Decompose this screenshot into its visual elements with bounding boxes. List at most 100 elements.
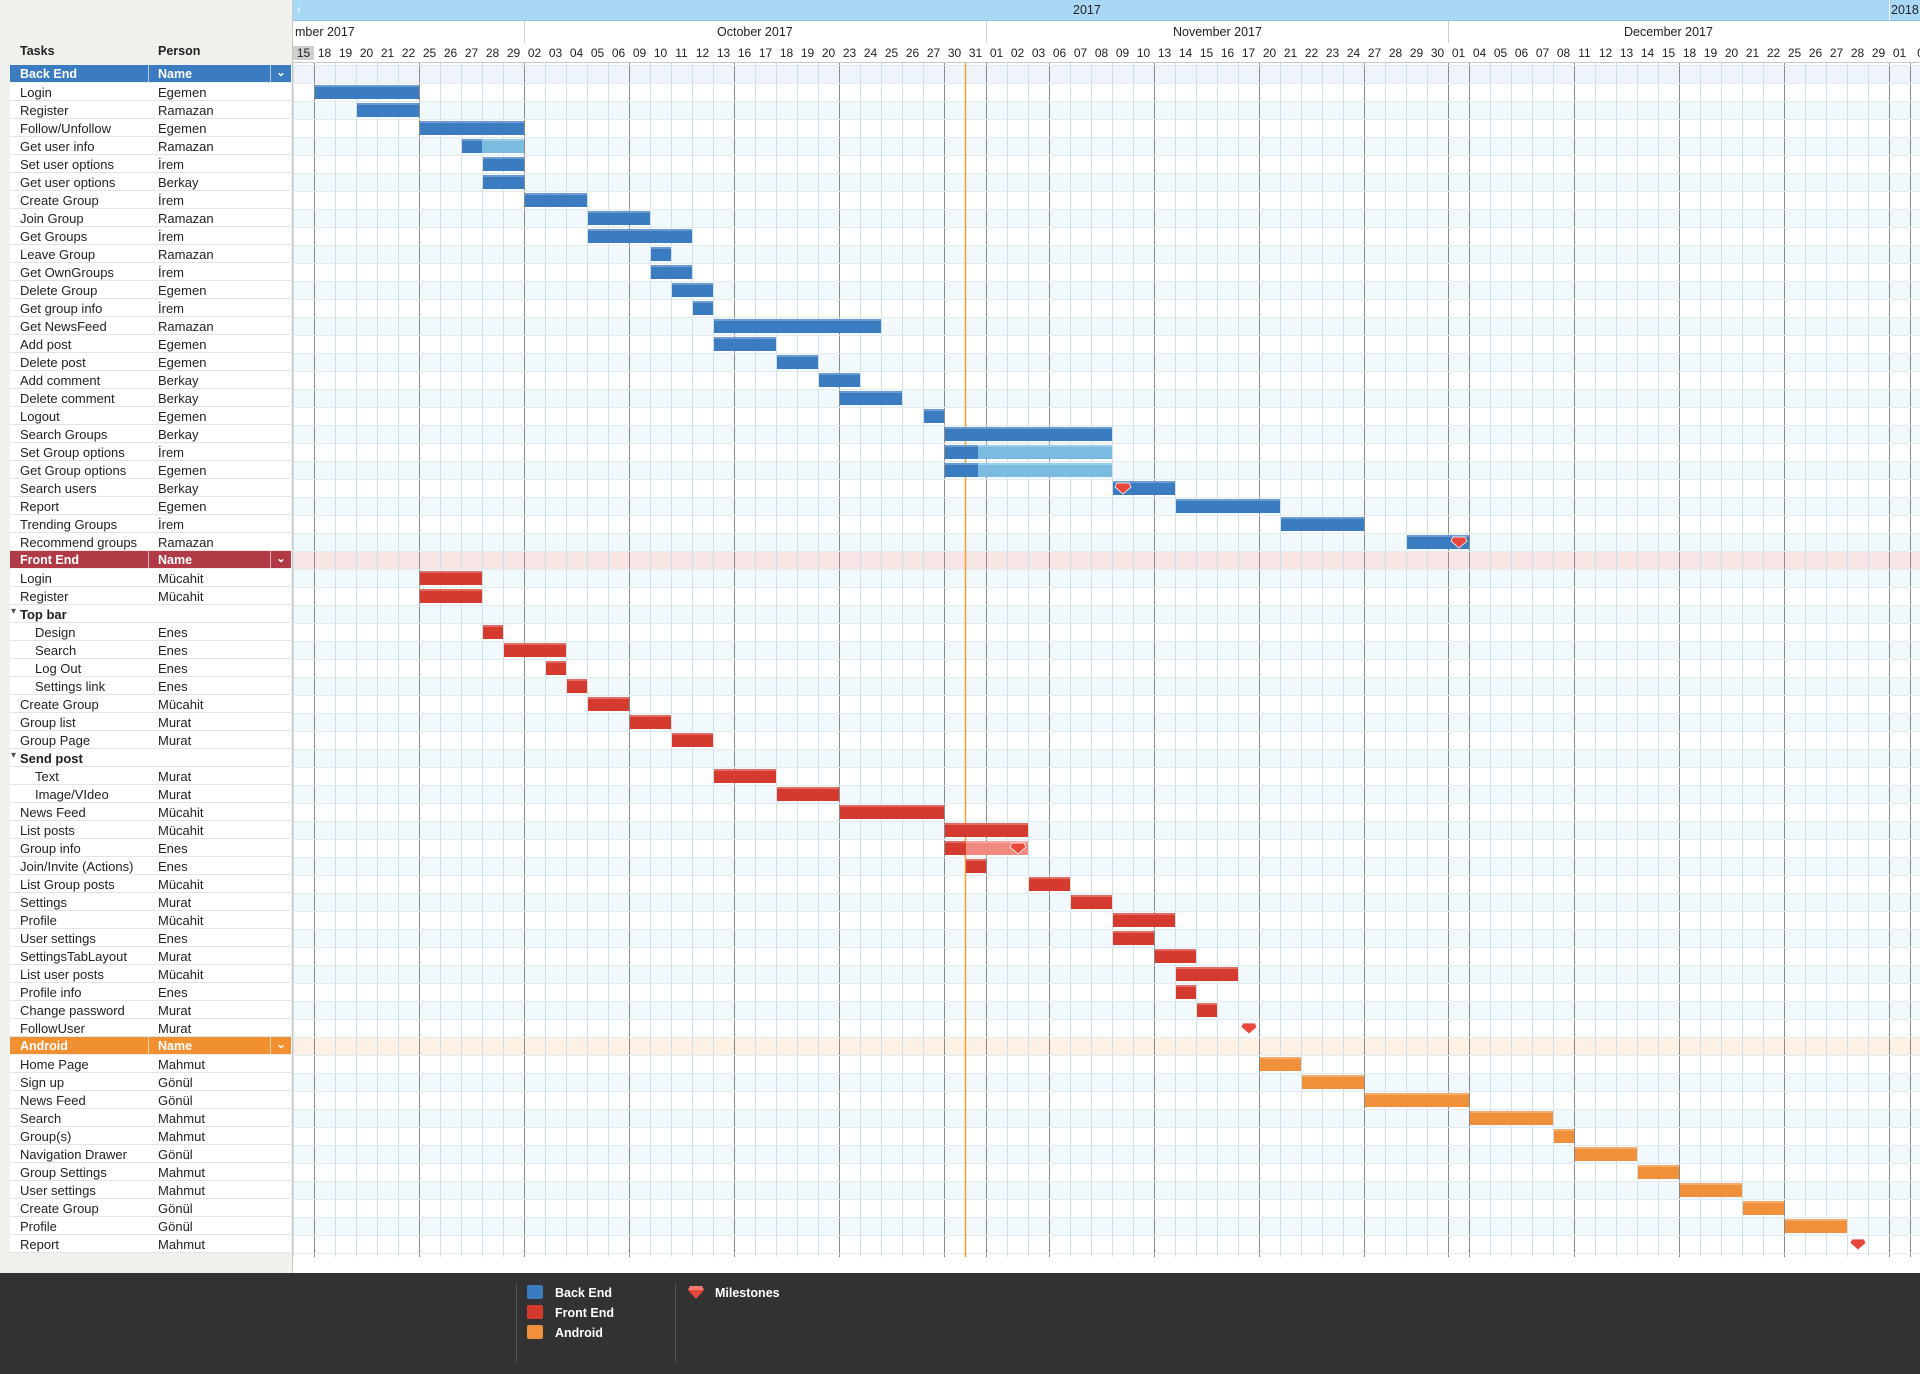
grid-row-band xyxy=(293,965,1920,983)
task-row[interactable]: Trending Groups İrem xyxy=(10,515,291,533)
task-row[interactable]: Get NewsFeed Ramazan xyxy=(10,317,291,335)
task-row[interactable]: Search Groups Berkay xyxy=(10,425,291,443)
task-row[interactable]: Set user options İrem xyxy=(10,155,291,173)
task-person: Egemen xyxy=(158,409,207,424)
chevron-down-icon[interactable]: ⌄ xyxy=(270,65,291,82)
task-row[interactable]: Add comment Berkay xyxy=(10,371,291,389)
task-row[interactable]: Image/VIdeo Murat xyxy=(10,785,291,803)
day-label: 02 xyxy=(527,46,542,60)
task-row[interactable]: Register Mücahit xyxy=(10,587,291,605)
task-row[interactable]: Delete comment Berkay xyxy=(10,389,291,407)
task-name: Group(s) xyxy=(20,1129,72,1144)
day-label: 30 xyxy=(947,46,962,60)
task-row[interactable]: Settings link Enes xyxy=(10,677,291,695)
scroll-left-arrow-icon[interactable]: ‹ xyxy=(297,2,301,16)
task-row[interactable]: Follow/Unfollow Egemen xyxy=(10,119,291,137)
task-section-row[interactable]: ▾ Send post xyxy=(10,749,291,767)
milestone-marker xyxy=(1114,482,1132,495)
grid-row-band xyxy=(293,929,1920,947)
task-person: Enes xyxy=(158,661,188,676)
task-row[interactable]: Add post Egemen xyxy=(10,335,291,353)
task-row[interactable]: Settings Murat xyxy=(10,893,291,911)
task-row[interactable]: Search Enes xyxy=(10,641,291,659)
task-row[interactable]: Get user options Berkay xyxy=(10,173,291,191)
task-row[interactable]: Report Mahmut xyxy=(10,1235,291,1253)
task-row[interactable]: Text Murat xyxy=(10,767,291,785)
task-row[interactable]: Design Enes xyxy=(10,623,291,641)
task-row[interactable]: Log Out Enes xyxy=(10,659,291,677)
task-row[interactable]: Set Group options İrem xyxy=(10,443,291,461)
task-row[interactable]: Register Ramazan xyxy=(10,101,291,119)
task-row[interactable]: Join Group Ramazan xyxy=(10,209,291,227)
group-header[interactable]: Front End Name ⌄ xyxy=(10,551,291,568)
gantt-bar-highlight xyxy=(777,787,839,789)
task-row[interactable]: News Feed Gönül xyxy=(10,1091,291,1109)
task-row[interactable]: Profile info Enes xyxy=(10,983,291,1001)
day-label: 09 xyxy=(1115,46,1130,60)
task-row[interactable]: Delete post Egemen xyxy=(10,353,291,371)
group-header[interactable]: Back End Name ⌄ xyxy=(10,65,291,82)
task-row[interactable]: Get Group options Egemen xyxy=(10,461,291,479)
task-row[interactable]: Leave Group Ramazan xyxy=(10,245,291,263)
task-row[interactable]: Search Mahmut xyxy=(10,1109,291,1127)
gantt-bar xyxy=(714,319,881,333)
task-row[interactable]: Login Egemen xyxy=(10,83,291,101)
year-separator xyxy=(1889,0,1890,20)
task-row[interactable]: Navigation Drawer Gönül xyxy=(10,1145,291,1163)
task-section-row[interactable]: ▾ Top bar xyxy=(10,605,291,623)
task-row[interactable]: Report Egemen xyxy=(10,497,291,515)
task-row[interactable]: SettingsTabLayout Murat xyxy=(10,947,291,965)
gantt-bar-highlight xyxy=(315,85,419,87)
task-row[interactable]: FollowUser Murat xyxy=(10,1019,291,1037)
task-row[interactable]: Get group info İrem xyxy=(10,299,291,317)
task-row[interactable]: Get OwnGroups İrem xyxy=(10,263,291,281)
task-row[interactable]: User settings Enes xyxy=(10,929,291,947)
task-row[interactable]: Group Page Murat xyxy=(10,731,291,749)
task-row[interactable]: Join/Invite (Actions) Enes xyxy=(10,857,291,875)
task-row[interactable]: Home Page Mahmut xyxy=(10,1055,291,1073)
day-label: 06 xyxy=(1514,46,1529,60)
legend-swatch xyxy=(527,1305,543,1319)
task-row[interactable]: Logout Egemen xyxy=(10,407,291,425)
task-person: Enes xyxy=(158,841,188,856)
gantt-chart: ‹ 2017 2018 mber 2017 October 2017 Novembe… xyxy=(293,0,1920,1273)
group-header[interactable]: Android Name ⌄ xyxy=(10,1037,291,1054)
gantt-bar-highlight xyxy=(1260,1057,1301,1059)
task-row[interactable]: User settings Mahmut xyxy=(10,1181,291,1199)
task-person: İrem xyxy=(158,157,184,172)
day-label: 13 xyxy=(1619,46,1634,60)
task-row[interactable]: Create Group Gönül xyxy=(10,1199,291,1217)
day-label: 20 xyxy=(821,46,836,60)
task-person: Mahmut xyxy=(158,1111,205,1126)
month-label: November 2017 xyxy=(1173,25,1262,39)
task-row[interactable]: List posts Mücahit xyxy=(10,821,291,839)
task-row[interactable]: Recommend groups Ramazan xyxy=(10,533,291,551)
task-row[interactable]: Get Groups İrem xyxy=(10,227,291,245)
gantt-bar xyxy=(1176,985,1196,999)
task-row[interactable]: Sign up Gönül xyxy=(10,1073,291,1091)
task-row[interactable]: List user posts Mücahit xyxy=(10,965,291,983)
collapse-arrow-icon[interactable]: ▾ xyxy=(11,606,17,617)
task-row[interactable]: List Group posts Mücahit xyxy=(10,875,291,893)
task-row[interactable]: Create Group Mücahit xyxy=(10,695,291,713)
grid-row-band xyxy=(293,1181,1920,1199)
task-row[interactable]: Create Group İrem xyxy=(10,191,291,209)
chevron-down-icon[interactable]: ⌄ xyxy=(270,1037,291,1054)
task-row[interactable]: Group(s) Mahmut xyxy=(10,1127,291,1145)
task-row[interactable]: Change password Murat xyxy=(10,1001,291,1019)
task-row[interactable]: Group info Enes xyxy=(10,839,291,857)
task-row[interactable]: Get user info Ramazan xyxy=(10,137,291,155)
task-row[interactable]: Search users Berkay xyxy=(10,479,291,497)
task-row[interactable]: Group list Murat xyxy=(10,713,291,731)
collapse-arrow-icon[interactable]: ▾ xyxy=(11,750,17,761)
task-row[interactable]: Profile Mücahit xyxy=(10,911,291,929)
chevron-down-icon[interactable]: ⌄ xyxy=(270,551,291,568)
month-separator xyxy=(524,21,525,43)
task-row[interactable]: Group Settings Mahmut xyxy=(10,1163,291,1181)
task-row[interactable]: Profile Gönül xyxy=(10,1217,291,1235)
task-row[interactable]: Delete Group Egemen xyxy=(10,281,291,299)
task-row[interactable]: Login Mücahit xyxy=(10,569,291,587)
task-row[interactable]: News Feed Mücahit xyxy=(10,803,291,821)
day-label: 25 xyxy=(422,46,437,60)
gantt-bar xyxy=(1638,1165,1679,1179)
